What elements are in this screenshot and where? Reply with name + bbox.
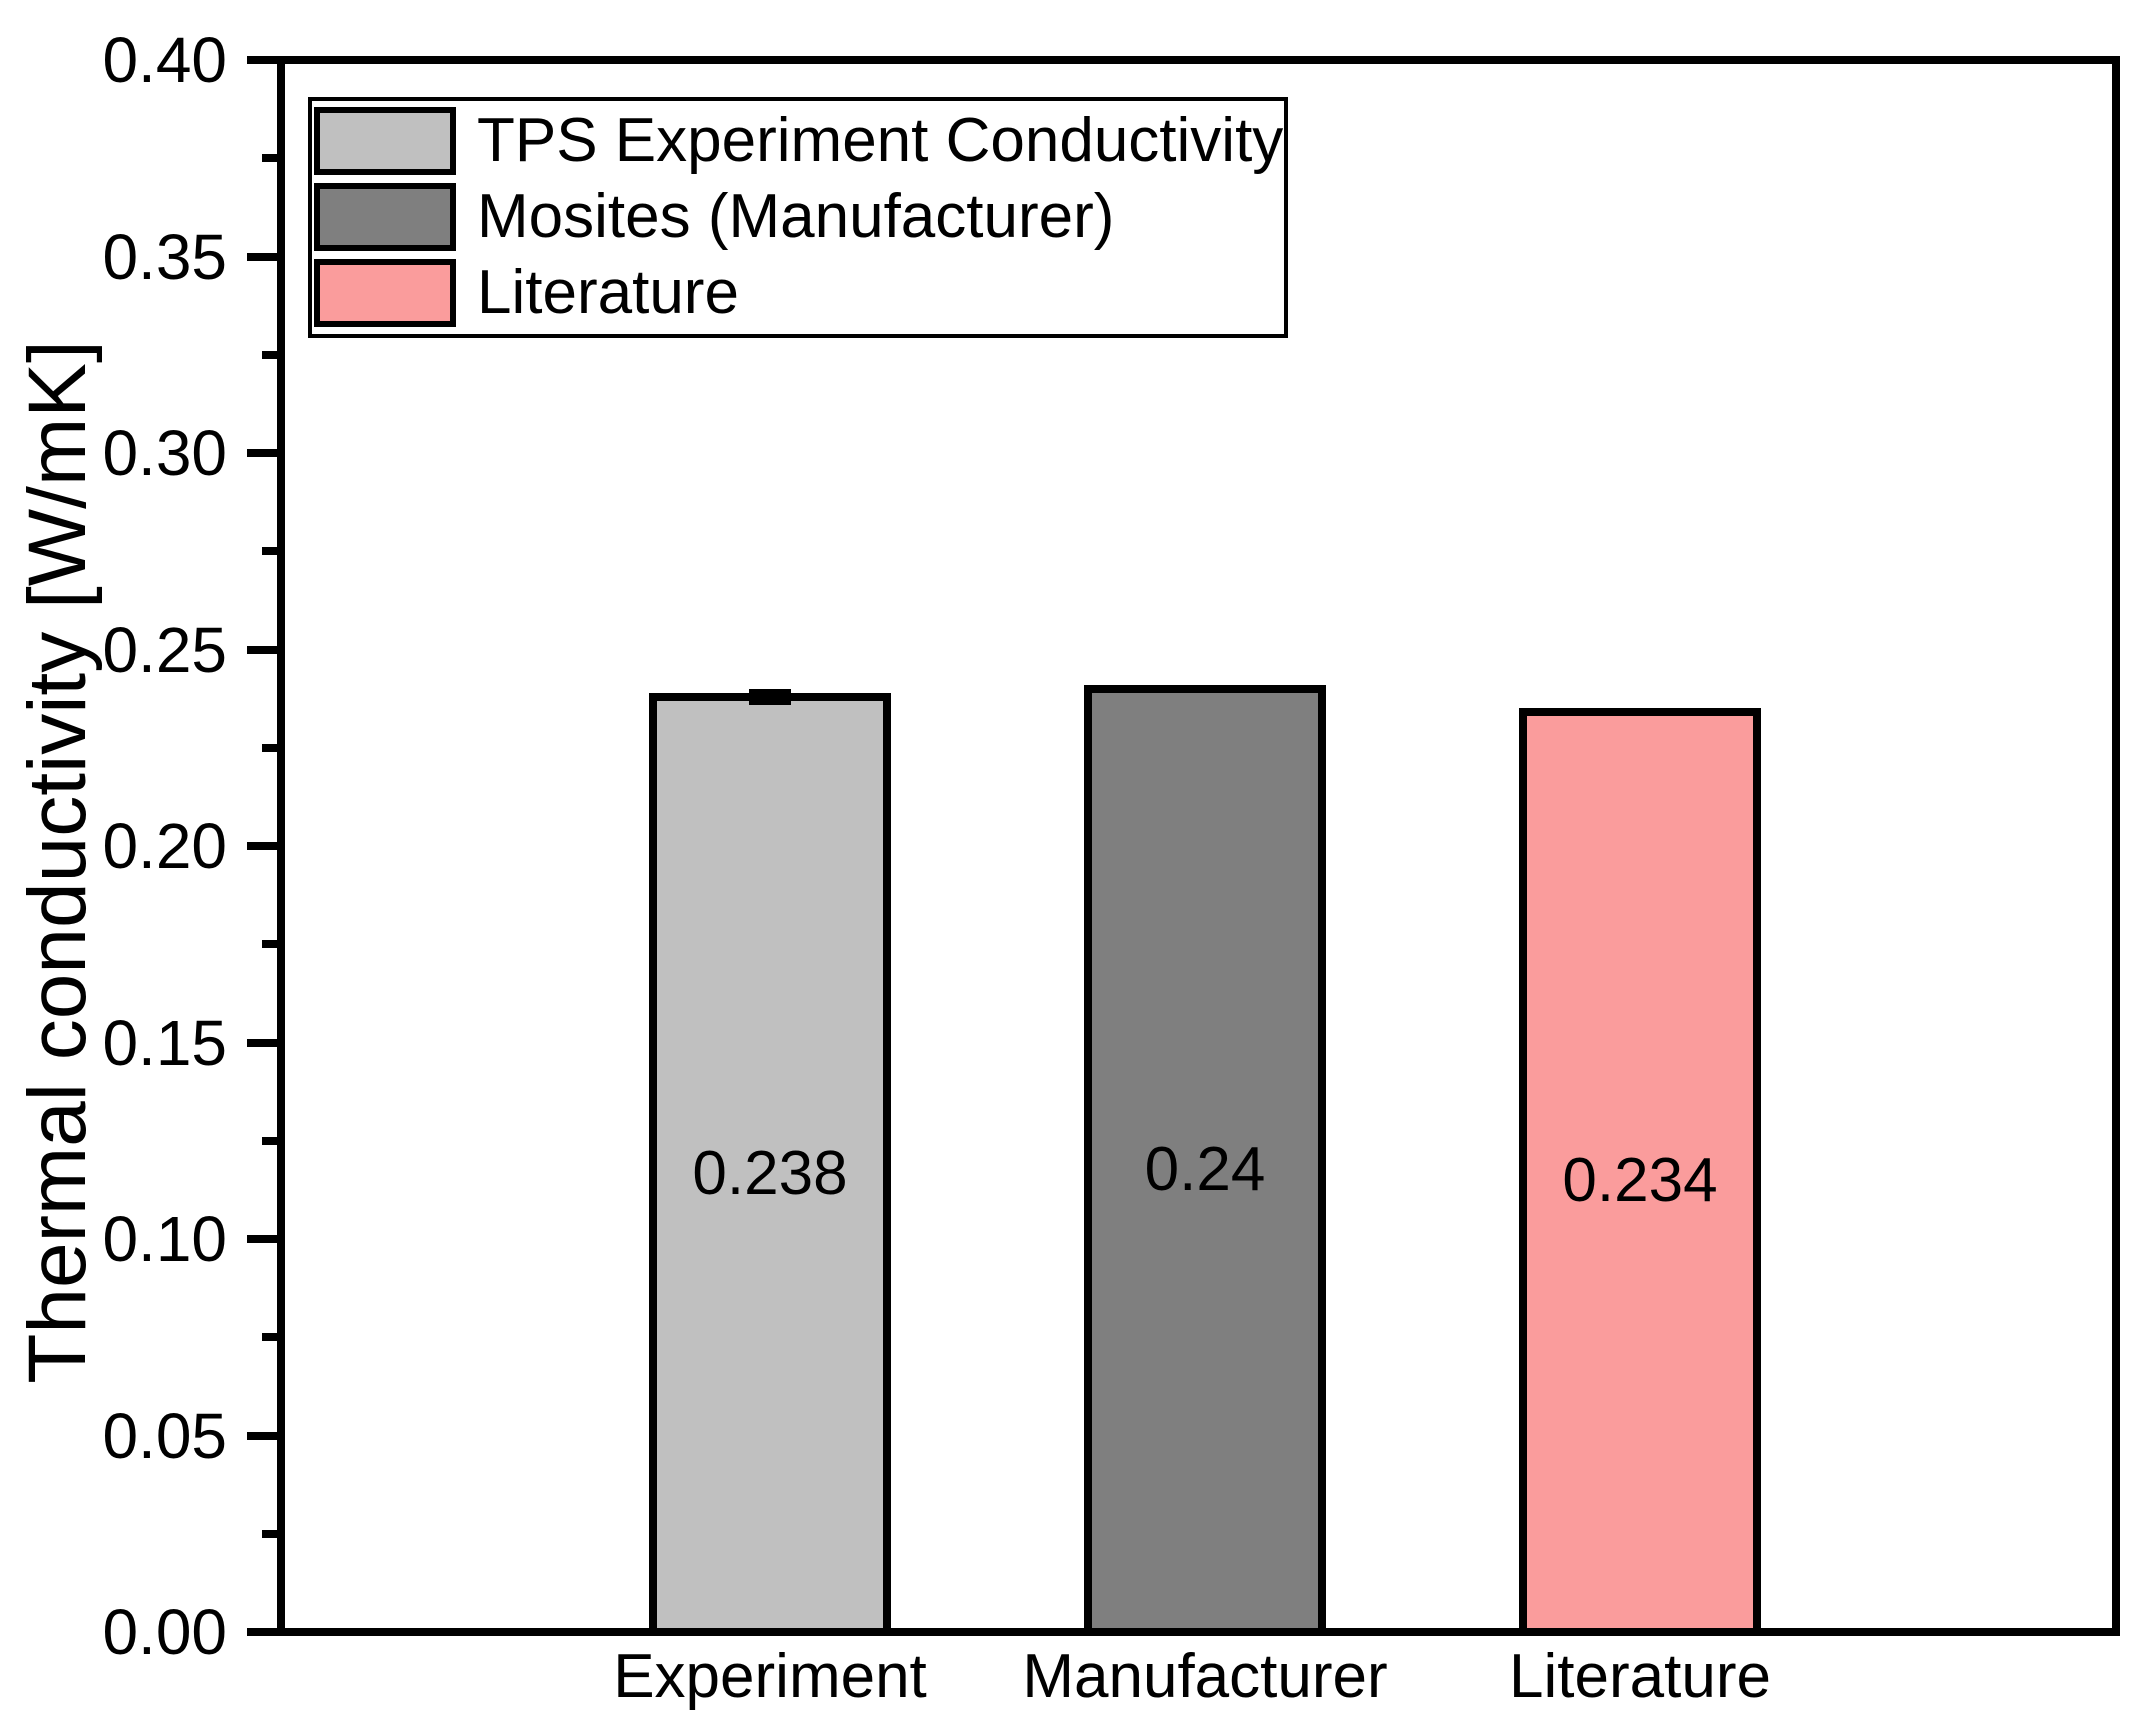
y-minor-tick — [262, 940, 277, 949]
legend: TPS Experiment Conductivity Mosites (Manu… — [308, 97, 1288, 338]
y-tick-label: 0.30 — [102, 417, 227, 489]
y-major-tick — [247, 449, 277, 457]
y-major-tick — [247, 842, 277, 850]
y-major-tick — [247, 1038, 277, 1047]
y-tick-label: 0.25 — [102, 613, 227, 686]
y-minor-tick — [262, 547, 277, 556]
bar-literature — [1519, 708, 1761, 1636]
y-minor-tick — [262, 1333, 277, 1342]
y-tick-label: 0.10 — [102, 1203, 227, 1275]
y-tick-label: 0.40 — [102, 24, 227, 96]
y-axis-title: Thermal conductivity [W/mK] — [12, 340, 103, 1384]
legend-swatch — [314, 259, 456, 327]
bar-value-label: 0.24 — [1144, 1134, 1266, 1204]
y-minor-tick — [262, 350, 277, 359]
legend-label: Literature — [477, 258, 739, 327]
y-major-tick — [247, 1235, 277, 1243]
x-category-label: Manufacturer — [1022, 1642, 1388, 1711]
y-major-tick — [247, 56, 277, 64]
error-bar — [749, 688, 791, 705]
y-tick-label: 0.20 — [102, 810, 227, 882]
y-minor-tick — [262, 154, 277, 163]
x-category-label: Literature — [1509, 1642, 1771, 1711]
bar-experiment — [649, 692, 891, 1636]
bar-value-label: 0.238 — [692, 1138, 848, 1208]
legend-swatch — [314, 183, 456, 251]
legend-label: TPS Experiment Conductivity — [477, 106, 1284, 175]
y-major-tick — [247, 252, 277, 261]
x-category-label: Experiment — [613, 1642, 927, 1711]
y-minor-tick — [262, 1136, 277, 1145]
bar-value-label: 0.234 — [1562, 1146, 1718, 1216]
y-tick-label: 0.15 — [102, 1006, 227, 1079]
y-major-tick — [247, 1628, 277, 1636]
y-minor-tick — [262, 1529, 277, 1538]
legend-label: Mosites (Manufacturer) — [477, 182, 1115, 251]
y-tick-label: 0.35 — [102, 220, 227, 293]
y-major-tick — [247, 1431, 277, 1440]
y-major-tick — [247, 645, 277, 654]
y-minor-tick — [262, 743, 277, 752]
y-tick-label: 0.00 — [102, 1596, 227, 1668]
bar-manufacturer — [1084, 684, 1326, 1636]
legend-swatch — [314, 107, 456, 175]
y-tick-label: 0.05 — [102, 1399, 227, 1472]
